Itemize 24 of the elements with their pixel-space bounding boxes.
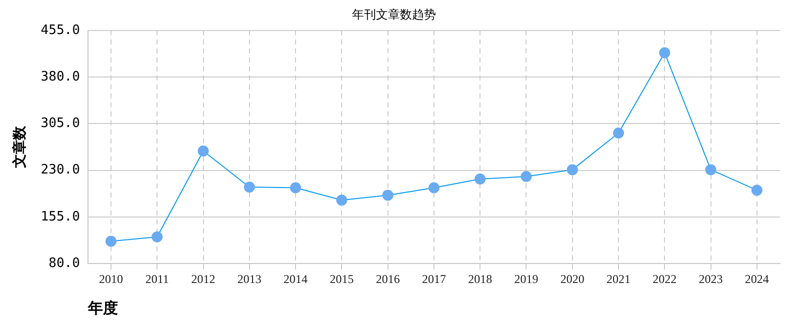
- x-tick-label: 2010: [99, 272, 123, 286]
- x-tick-label: 2013: [237, 272, 262, 286]
- x-tick-label: 2012: [191, 272, 216, 286]
- y-axis-title: 文章数: [11, 125, 28, 169]
- x-tick-label: 2016: [376, 272, 400, 286]
- y-tick-label: 230.0: [40, 162, 80, 178]
- x-tick-label: 2018: [468, 272, 492, 286]
- x-tick-label: 2019: [514, 272, 538, 286]
- x-tick-label: 2014: [284, 272, 308, 286]
- chart-title: 年刊文章数趋势: [352, 7, 436, 22]
- x-tick-label: 2023: [698, 272, 723, 286]
- y-tick-label: 305.0: [40, 116, 80, 132]
- x-tick-label: 2021: [606, 272, 631, 286]
- x-tick-label: 2011: [145, 272, 169, 286]
- x-tick-label: 2017: [422, 272, 446, 286]
- y-tick-label: 380.0: [40, 69, 80, 84]
- x-tick-label: 2015: [330, 272, 354, 286]
- x-tick-label: 2020: [560, 272, 584, 286]
- x-tick-label: 2024: [744, 272, 769, 286]
- y-tick-label: 155.0: [40, 209, 80, 224]
- y-tick-label: 80.0: [48, 256, 80, 271]
- y-tick-label: 455.0: [40, 22, 80, 38]
- x-tick-label: 2022: [652, 272, 677, 286]
- x-axis-title: 年度: [86, 298, 118, 317]
